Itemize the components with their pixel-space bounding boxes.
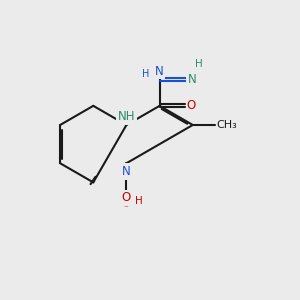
Text: H: H <box>135 196 142 206</box>
Text: O: O <box>122 191 131 204</box>
Text: ⁻: ⁻ <box>124 204 128 213</box>
Text: N: N <box>188 73 196 86</box>
Text: NH: NH <box>118 110 135 123</box>
Text: H: H <box>195 59 202 69</box>
Text: O: O <box>186 99 195 112</box>
Text: N: N <box>122 165 131 178</box>
Text: H: H <box>142 69 149 79</box>
Text: CH₃: CH₃ <box>216 120 237 130</box>
Text: N: N <box>154 65 164 78</box>
